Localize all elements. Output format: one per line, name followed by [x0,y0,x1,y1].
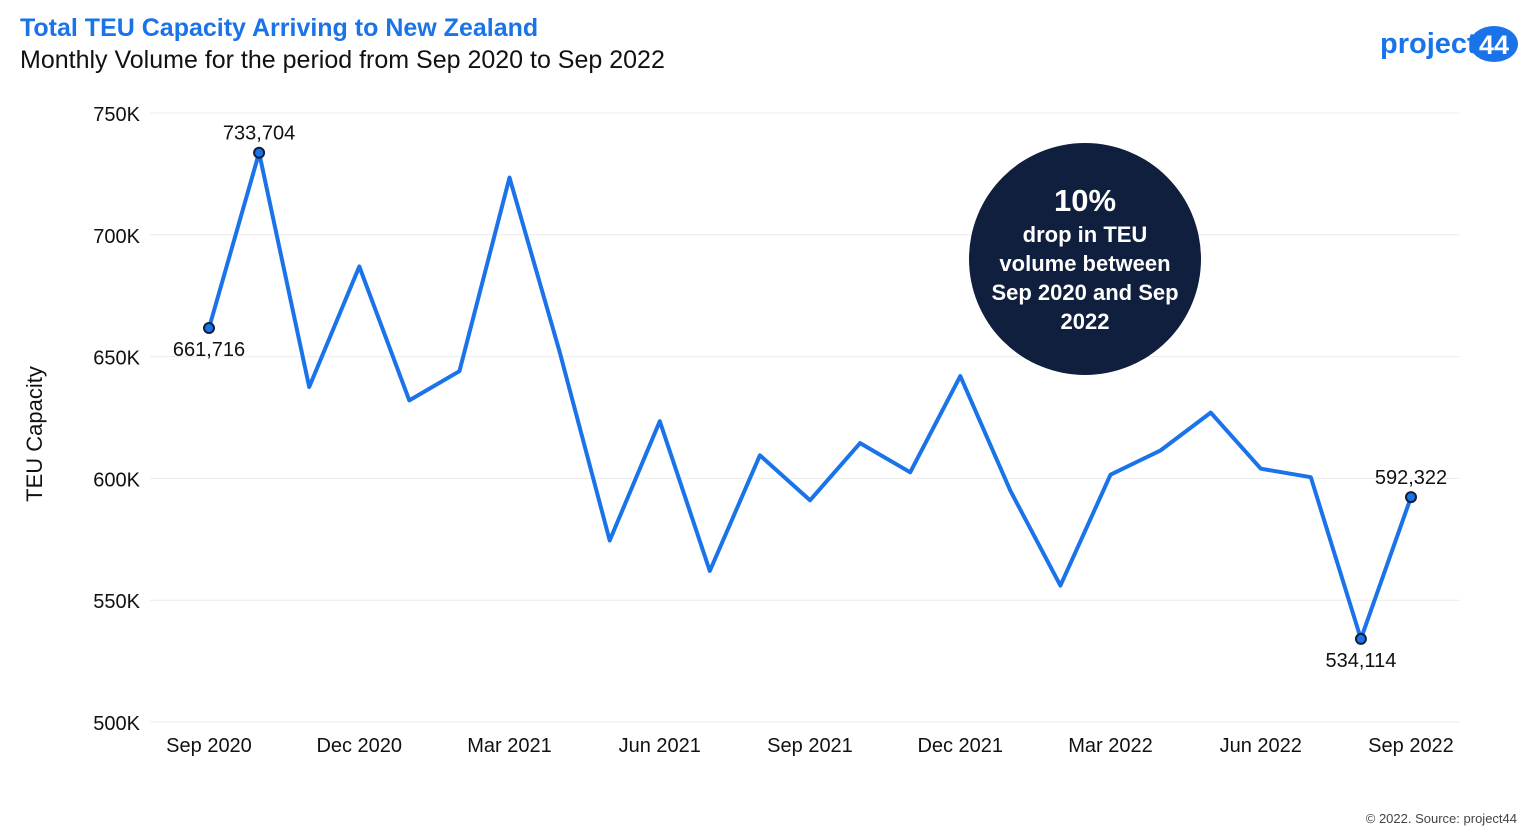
y-tick-label: 650K [93,348,140,370]
data-label: 661,716 [173,339,245,361]
y-tick-label: 550K [93,591,140,613]
data-label: 592,322 [1375,467,1447,489]
x-tick-label: Jun 2022 [1220,735,1302,757]
callout-percent: 10% [1053,183,1117,218]
point-marker [253,146,266,159]
point-marker [203,322,215,335]
data-labels: 661,716 733,704 534,114 592,322 [173,123,1447,672]
x-axis-ticks: Sep 2020 Dec 2020 Mar 2021 Jun 2021 Sep 2021… [166,735,1454,757]
y-tick-label: 750K [93,104,140,126]
x-tick-label: Mar 2021 [467,735,552,757]
y-axis-ticks: 500K 550K 600K 650K 700K 750K [93,104,140,735]
data-label: 733,704 [223,123,295,145]
point-marker [1405,491,1417,504]
y-tick-label: 700K [93,226,140,248]
point-marker [1354,632,1367,645]
callout-text: drop in TEU volume between Sep 2020 and … [991,222,1179,334]
y-tick-label: 600K [93,469,140,491]
callout-circle: 10% drop in TEU volume between Sep 2020 … [969,143,1201,375]
y-tick-label: 500K [93,713,140,735]
chart-title: Total TEU Capacity Arriving to New Zeala… [20,14,539,42]
x-tick-label: Sep 2021 [767,735,853,757]
chart-subtitle: Monthly Volume for the period from Sep 2… [20,46,665,74]
logo-badge-text: 44 [1479,30,1509,60]
grid-lines [150,112,1460,723]
data-label: 534,114 [1326,650,1397,672]
x-tick-label: Sep 2020 [166,735,252,757]
x-tick-label: Dec 2020 [316,735,402,757]
x-tick-label: Jun 2021 [619,735,701,757]
x-tick-label: Mar 2022 [1068,735,1153,757]
point-markers [203,146,1417,645]
x-tick-label: Sep 2022 [1368,735,1454,757]
project44-logo: project 44 [1380,26,1518,62]
y-axis-label: TEU Capacity [22,366,47,502]
x-tick-label: Dec 2021 [917,735,1003,757]
series-line [207,150,1413,641]
logo-badge [1470,26,1518,62]
source-footer: © 2022. Source: project44 [1365,811,1517,826]
logo-text: project [1380,28,1477,60]
